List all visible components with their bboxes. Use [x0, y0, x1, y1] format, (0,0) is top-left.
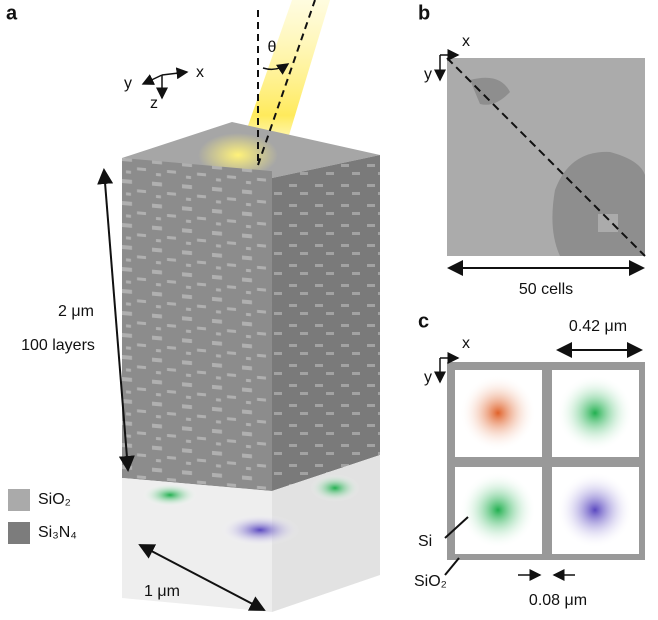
panel-label: a	[6, 2, 18, 24]
width: 1 μm	[144, 583, 180, 600]
mode	[557, 375, 633, 451]
panel-b: b x y 50 cells	[418, 2, 646, 298]
size: 50 cells	[519, 281, 573, 298]
cladding-label: SiO₂	[414, 573, 447, 590]
region	[470, 77, 510, 105]
incident-ray	[257, 0, 316, 166]
axis-label: z	[150, 95, 158, 112]
angle-arc	[262, 63, 290, 75]
panel-c: c x y 0.42 μm Si SiO₂ 0.08 μm	[414, 310, 645, 609]
axis-label: y	[424, 369, 432, 386]
panel-label: c	[418, 310, 429, 332]
legend-label: SiO₂	[38, 491, 71, 508]
legend-swatch	[8, 489, 30, 511]
axis-label: y	[424, 66, 432, 83]
mode	[220, 514, 300, 546]
axis-label: x	[196, 64, 204, 81]
light-beam	[236, 0, 330, 165]
layers: 100 layers	[21, 337, 95, 354]
region	[552, 151, 645, 256]
axes	[141, 67, 189, 100]
legend-swatch	[8, 522, 30, 544]
angle: θ	[268, 39, 277, 56]
gap: 0.08 μm	[529, 592, 587, 609]
axis-label: y	[124, 75, 132, 92]
front-face	[122, 157, 272, 492]
leader	[444, 516, 469, 539]
diagonal	[446, 57, 646, 257]
width-arrow	[138, 544, 266, 611]
mode	[557, 472, 633, 548]
height: 2 μm	[58, 303, 94, 320]
period: 0.42 μm	[569, 318, 627, 335]
core-label: Si	[418, 533, 432, 550]
panel-a: a θ x y z 2 μm 100 layers 1 μm SiO₂ Si₃N…	[6, 0, 380, 612]
leader	[444, 557, 460, 576]
region	[598, 214, 618, 232]
mode	[142, 483, 198, 507]
mode	[310, 474, 360, 502]
mode	[460, 472, 536, 548]
axis-label: x	[462, 335, 470, 352]
right-face	[272, 155, 380, 491]
panel-label: b	[418, 2, 430, 24]
height-arrow	[97, 168, 135, 472]
legend-label: Si₃N₄	[38, 524, 77, 541]
axis-label: x	[462, 33, 470, 50]
mode	[460, 375, 536, 451]
